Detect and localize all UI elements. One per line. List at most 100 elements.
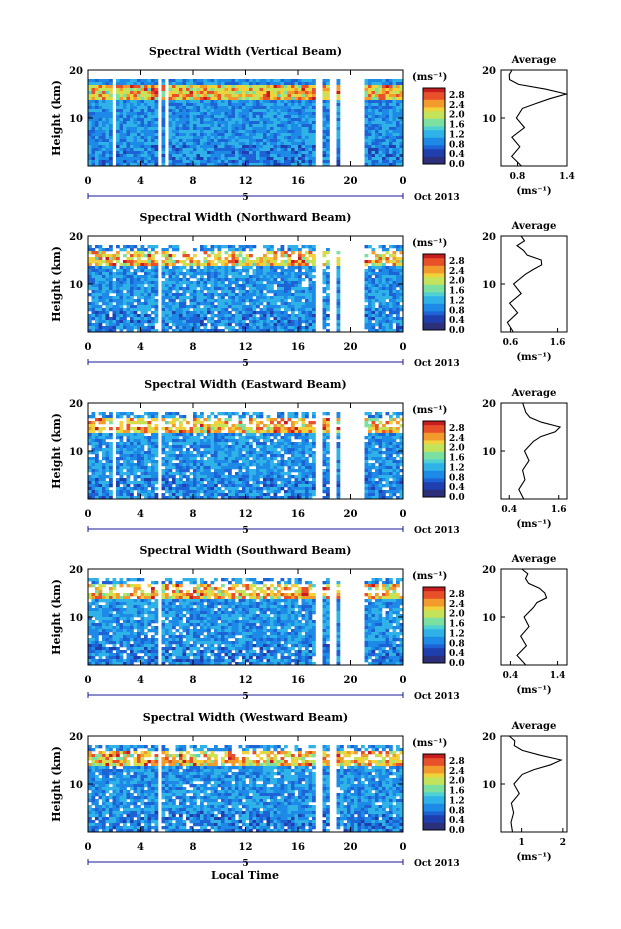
heatmap-cell	[98, 106, 103, 110]
heatmap-cell	[217, 266, 222, 270]
heatmap-cell	[238, 163, 243, 167]
heatmap-cell	[203, 266, 208, 270]
heatmap-cell	[137, 302, 141, 306]
profile-y-tick-label: 20	[482, 66, 496, 77]
heatmap-cell	[123, 278, 127, 282]
heatmap-cell	[116, 415, 120, 419]
heatmap-cell	[133, 323, 138, 327]
heatmap-cell	[102, 433, 106, 437]
heatmap-cell	[172, 329, 176, 333]
heatmap-cell	[242, 97, 246, 101]
heatmap-cell	[396, 299, 400, 303]
heatmap-cell	[196, 263, 201, 267]
heatmap-cell	[123, 103, 127, 107]
heatmap-cell	[322, 133, 327, 137]
heatmap-cell	[336, 260, 341, 264]
heatmap-cell	[137, 430, 141, 434]
heatmap-cell	[280, 148, 285, 152]
heatmap-cell	[259, 302, 264, 306]
heatmap-cell	[326, 94, 330, 98]
heatmap-cell	[214, 421, 218, 425]
heatmap-cell	[189, 445, 194, 449]
heatmap-cell	[291, 323, 295, 327]
heatmap-cell	[147, 430, 152, 434]
heatmap-cell	[266, 272, 271, 276]
heatmap-cell	[165, 317, 169, 321]
heatmap-cell	[179, 415, 183, 419]
heatmap-cell	[105, 293, 110, 297]
heatmap-cell	[95, 145, 99, 149]
heatmap-cell	[270, 305, 274, 309]
heatmap-cell	[196, 311, 201, 315]
heatmap-cell	[179, 296, 183, 300]
heatmap-cell	[161, 85, 166, 89]
heatmap-cell	[284, 103, 288, 107]
heatmap-cell	[228, 323, 232, 327]
heatmap-cell	[144, 317, 148, 321]
heatmap-cell	[193, 272, 197, 276]
heatmap-cell	[116, 91, 120, 95]
heatmap-cell	[203, 314, 208, 318]
heatmap-cell	[231, 245, 236, 249]
heatmap-cell	[396, 281, 400, 285]
heatmap-cell	[371, 302, 376, 306]
heatmap-cell	[396, 260, 400, 264]
heatmap-cell	[382, 118, 386, 122]
heatmap-cell	[322, 142, 327, 146]
heatmap-cell	[238, 251, 243, 255]
heatmap-cell	[109, 130, 113, 134]
heatmap-cell	[116, 112, 120, 116]
heatmap-cell	[336, 266, 341, 270]
heatmap-cell	[172, 124, 176, 128]
heatmap-cell	[238, 97, 243, 101]
heatmap-cell	[175, 121, 180, 125]
heatmap-cell	[88, 275, 92, 279]
heatmap-cell	[256, 326, 260, 330]
heatmap-cell	[382, 245, 386, 249]
heatmap-cell	[228, 254, 232, 258]
heatmap-cell	[102, 314, 106, 318]
heatmap-cell	[217, 121, 222, 125]
heatmap-cell	[214, 424, 218, 428]
heatmap-cell	[371, 305, 376, 309]
heatmap-cell	[277, 88, 281, 92]
heatmap-cell	[375, 139, 379, 143]
heatmap-cell	[91, 278, 96, 282]
heatmap-cell	[144, 115, 148, 119]
heatmap-cell	[109, 163, 113, 167]
heatmap-cell	[399, 79, 404, 83]
heatmap-cell	[375, 157, 379, 161]
heatmap-cell	[235, 433, 239, 437]
heatmap-cell	[322, 106, 327, 110]
heatmap-cell	[193, 302, 197, 306]
heatmap-cell	[175, 427, 180, 431]
heatmap-cell	[210, 133, 215, 137]
heatmap-cell	[210, 308, 215, 312]
heatmap-cell	[308, 163, 313, 167]
heatmap-cell	[186, 118, 190, 122]
heatmap-cell	[88, 323, 92, 327]
heatmap-cell	[298, 112, 302, 116]
heatmap-cell	[151, 157, 155, 161]
heatmap-cell	[217, 145, 222, 149]
heatmap-cell	[368, 272, 372, 276]
heatmap-cell	[249, 320, 253, 324]
heatmap-cell	[291, 427, 295, 431]
heatmap-cell	[137, 94, 141, 98]
heatmap-cell	[368, 293, 372, 297]
heatmap-cell	[273, 296, 278, 300]
heatmap-cell	[109, 272, 113, 276]
heatmap-cell	[151, 412, 155, 416]
heatmap-cell	[119, 448, 124, 452]
heatmap-cell	[221, 281, 225, 285]
heatmap-cell	[245, 299, 250, 303]
heatmap-cell	[123, 136, 127, 140]
heatmap-cell	[308, 79, 313, 83]
heatmap-cell	[242, 317, 246, 321]
heatmap-cell	[130, 88, 134, 92]
heatmap-cell	[291, 79, 295, 83]
heatmap-cell	[312, 263, 316, 267]
heatmap-cell	[326, 100, 330, 104]
heatmap-cell	[133, 112, 138, 116]
heatmap-cell	[280, 79, 285, 83]
